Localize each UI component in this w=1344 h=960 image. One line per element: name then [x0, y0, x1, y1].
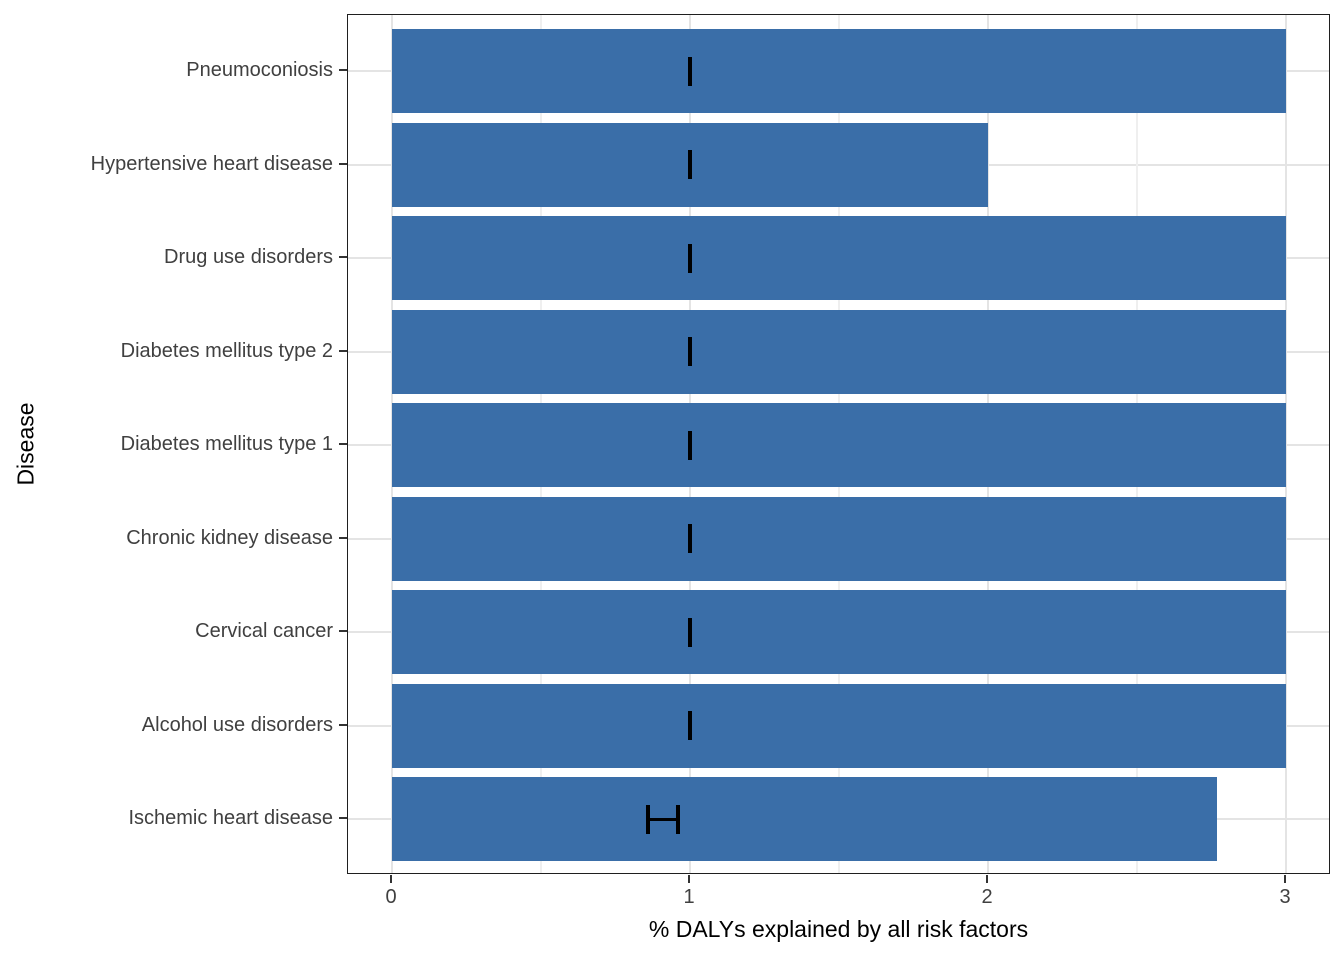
- bar: [392, 590, 1286, 675]
- x-tick-label: 1: [683, 886, 695, 908]
- x-tick-mark: [688, 875, 690, 883]
- x-tick-label: 2: [981, 886, 993, 908]
- error-bar-tick: [688, 56, 692, 86]
- y-tick-mark: [339, 443, 347, 446]
- bar: [392, 777, 1218, 862]
- bar: [392, 29, 1286, 113]
- category-label: Alcohol use disorders: [141, 713, 333, 736]
- x-tick-mark: [390, 875, 392, 883]
- x-tick-label: 3: [1279, 886, 1291, 908]
- y-tick-mark: [339, 536, 347, 539]
- category-label: Hypertensive heart disease: [90, 152, 333, 175]
- error-bar-tick: [688, 243, 692, 273]
- category-label: Diabetes mellitus type 1: [120, 433, 333, 456]
- bar: [392, 496, 1286, 581]
- error-bar-tick: [688, 617, 692, 647]
- category-label: Cervical cancer: [195, 620, 333, 643]
- plot-panel: [347, 14, 1330, 874]
- y-tick-mark: [339, 69, 347, 71]
- y-tick-mark: [339, 723, 347, 726]
- y-tick-mark: [339, 162, 347, 165]
- y-tick-mark: [339, 349, 347, 352]
- gridline-x-major: [1285, 15, 1287, 873]
- x-tick-mark: [1284, 875, 1286, 883]
- bar: [392, 309, 1286, 394]
- error-bar-tick: [688, 711, 692, 741]
- category-label: Pneumoconiosis: [186, 59, 333, 81]
- x-tick-label: 0: [385, 886, 397, 908]
- x-tick-mark: [986, 875, 988, 883]
- category-label: Drug use disorders: [164, 246, 333, 269]
- error-bar-cap-left: [646, 804, 651, 834]
- y-tick-mark: [339, 630, 347, 633]
- y-tick-mark: [339, 817, 347, 820]
- bar: [392, 216, 1286, 301]
- category-label: Diabetes mellitus type 2: [120, 339, 333, 362]
- x-axis-title: % DALYs explained by all risk factors: [648, 916, 1029, 942]
- error-bar-tick: [688, 337, 692, 367]
- error-bar-tick: [688, 430, 692, 460]
- error-bar-tick: [688, 524, 692, 554]
- category-label: Chronic kidney disease: [126, 526, 333, 549]
- bar: [392, 683, 1286, 768]
- error-bar-line: [648, 817, 679, 821]
- y-tick-mark: [339, 256, 347, 259]
- error-bar-cap-right: [676, 804, 680, 834]
- category-label: Ischemic heart disease: [128, 807, 333, 830]
- bar: [392, 403, 1286, 488]
- error-bar-tick: [688, 150, 692, 180]
